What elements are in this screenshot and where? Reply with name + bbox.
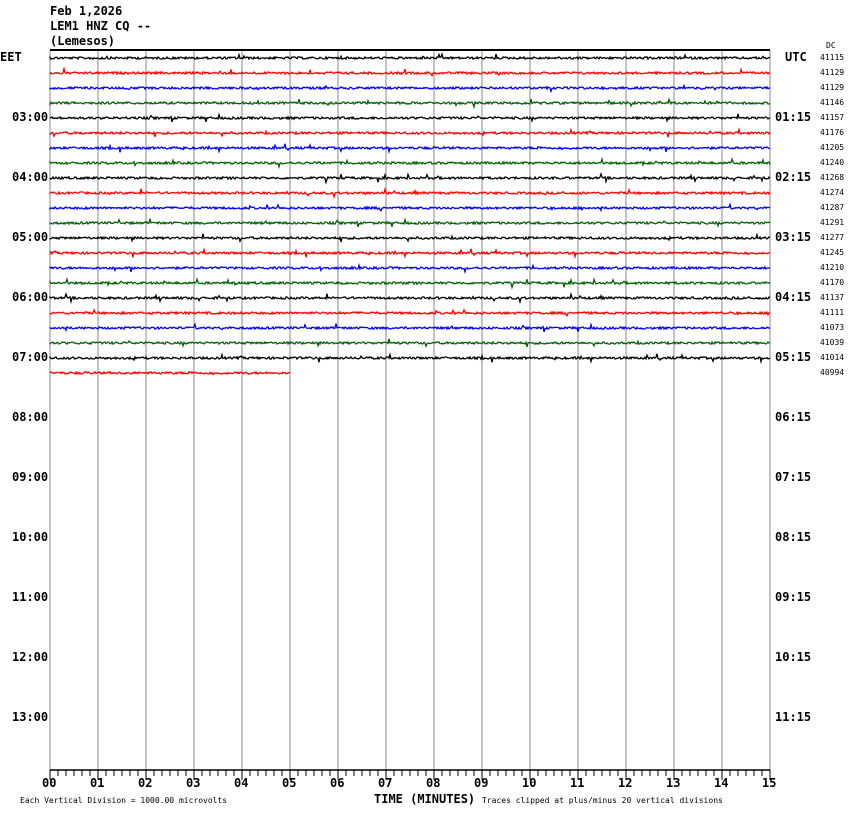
right-hour-label: 01:15 (775, 110, 812, 124)
right-hour-label: 04:15 (775, 290, 812, 304)
left-hour-label: 08:00 (12, 410, 49, 424)
left-hour-label: 07:00 (12, 350, 49, 364)
dc-value: 41146 (820, 98, 845, 107)
scale-note: Each Vertical Division = 1000.00 microvo… (20, 796, 228, 805)
location-title: (Lemesos) (50, 34, 116, 48)
seismic-trace (49, 143, 771, 155)
x-tick-label: 09 (474, 776, 489, 790)
left-hour-label: 03:00 (12, 110, 49, 124)
seismic-trace (49, 322, 771, 333)
seismic-trace (49, 97, 771, 110)
seismic-trace (49, 156, 771, 170)
seismic-trace (49, 276, 771, 290)
x-tick-label: 07 (378, 776, 393, 790)
left-hour-label: 05:00 (12, 230, 49, 244)
dc-value: 41137 (820, 293, 845, 302)
x-tick-label: 03 (186, 776, 201, 790)
x-tick-label: 10 (522, 776, 537, 790)
seismic-trace (49, 66, 770, 78)
right-hour-label: 06:15 (775, 410, 812, 424)
left-hour-label: 04:00 (12, 170, 49, 184)
dc-value: 41157 (820, 113, 845, 122)
dc-value: 41014 (820, 353, 845, 362)
dc-value: 40994 (820, 368, 845, 377)
left-hour-label: 06:00 (12, 290, 49, 304)
dc-value: 41205 (820, 143, 845, 152)
right-hour-label: 11:15 (775, 710, 812, 724)
dc-value: 41274 (820, 188, 845, 197)
dc-value: 41039 (820, 338, 845, 347)
x-tick-label: 15 (762, 776, 777, 790)
x-tick-label: 02 (138, 776, 153, 790)
right-hour-label: 05:15 (775, 350, 812, 364)
seismic-trace (49, 352, 771, 365)
seismic-trace (49, 262, 771, 275)
dc-value: 41073 (820, 323, 845, 332)
dc-value: 41129 (820, 68, 845, 77)
left-timezone: EET (0, 50, 22, 64)
date-title: Feb 1,2026 (50, 4, 123, 18)
x-tick-label: 05 (282, 776, 297, 790)
x-tick-label: 08 (426, 776, 441, 790)
right-hour-label: 10:15 (775, 650, 812, 664)
seismic-trace (49, 308, 770, 318)
left-hour-label: 13:00 (12, 710, 49, 724)
dc-label: DC (826, 41, 836, 50)
x-tick-label: 13 (666, 776, 681, 790)
seismic-trace (49, 127, 771, 139)
dc-value: 41115 (820, 53, 845, 62)
left-hour-label: 10:00 (12, 530, 49, 544)
dc-value: 41291 (820, 218, 845, 227)
seismic-trace (49, 232, 771, 244)
right-hour-label: 09:15 (775, 590, 812, 604)
dc-value: 41268 (820, 173, 845, 182)
seismic-trace (49, 202, 771, 213)
seismic-trace (49, 338, 771, 349)
right-hour-label: 08:15 (775, 530, 812, 544)
dc-value: 41240 (820, 158, 845, 167)
x-tick-label: 04 (234, 776, 249, 790)
dc-value: 41210 (820, 263, 845, 272)
x-tick-label: 11 (570, 776, 585, 790)
dc-value: 41111 (820, 308, 845, 317)
clip-note: Traces clipped at plus/minus 20 vertical… (482, 796, 723, 805)
dc-value: 41277 (820, 233, 845, 242)
seismic-trace (49, 247, 771, 260)
dc-value: 41287 (820, 203, 845, 212)
x-tick-label: 06 (330, 776, 345, 790)
x-tick-label: 00 (42, 776, 57, 790)
seismic-trace (49, 370, 291, 376)
x-axis-label: TIME (MINUTES) (374, 792, 476, 806)
dc-value: 41129 (820, 83, 845, 92)
right-timezone: UTC (785, 50, 807, 64)
right-hour-label: 07:15 (775, 470, 812, 484)
seismic-trace (49, 217, 771, 228)
dc-value: 41176 (820, 128, 845, 137)
dc-value: 41170 (820, 278, 845, 287)
station-title: LEM1 HNZ CQ -- (50, 19, 152, 33)
seismic-trace (49, 112, 771, 123)
seismic-trace (49, 171, 771, 185)
seismic-trace (49, 186, 771, 200)
x-tick-label: 01 (90, 776, 105, 790)
x-tick-label: 12 (618, 776, 633, 790)
right-hour-label: 03:15 (775, 230, 812, 244)
seismic-trace (49, 52, 771, 61)
right-hour-label: 02:15 (775, 170, 812, 184)
seismic-trace (49, 291, 771, 305)
dc-value: 41245 (820, 248, 845, 257)
left-hour-label: 12:00 (12, 650, 49, 664)
left-hour-label: 09:00 (12, 470, 49, 484)
left-hour-label: 11:00 (12, 590, 49, 604)
seismic-trace (49, 83, 771, 94)
x-tick-label: 14 (714, 776, 729, 790)
